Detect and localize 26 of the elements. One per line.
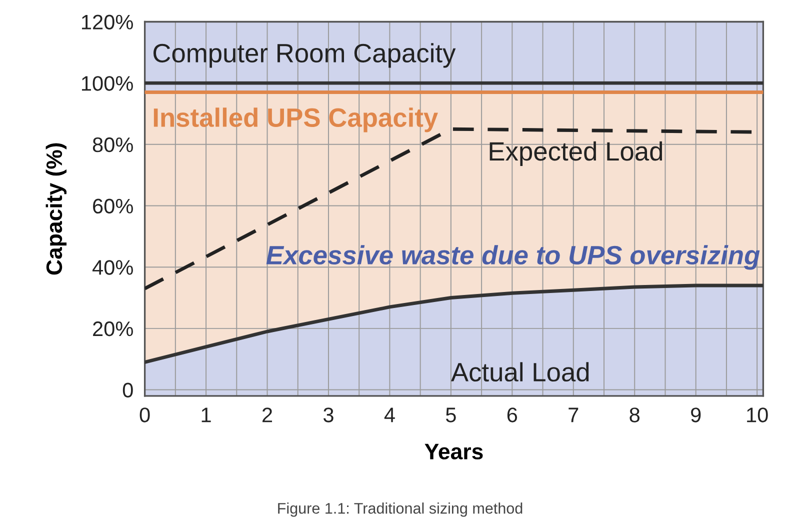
annotation: Excessive waste due to UPS oversizing [266, 245, 760, 270]
x-tick-label: 7 [568, 408, 578, 422]
y-axis-title: Capacity (%) [46, 143, 67, 275]
caption: Figure 1.1: Traditional sizing method [278, 502, 522, 517]
x-tick-label: 5 [446, 408, 456, 422]
x-tick-label: 1 [202, 408, 211, 422]
x-tick-label: 9 [691, 408, 701, 422]
x-tick-label: 8 [630, 408, 640, 422]
x-tick-label: 0 [140, 408, 150, 422]
series-label: Computer Room Capacity [153, 43, 456, 68]
line-series [144, 284, 764, 364]
series-label: Expected Load [490, 141, 662, 166]
y-tick-label: 60% [93, 198, 133, 214]
y-tick-label: 0 [122, 382, 133, 398]
x-axis-title: Years [424, 444, 483, 460]
y-tick-label: 100% [82, 76, 133, 91]
x-tick-label: 6 [507, 408, 518, 422]
x-tick-label: 3 [323, 408, 334, 422]
text: Actual Load [450, 362, 589, 382]
y-tick-label: 120% [82, 14, 133, 30]
y-tick-label: 40% [92, 260, 133, 275]
x-tick-label: 2 [262, 408, 272, 422]
x-tick-label: 10 [747, 408, 768, 422]
y-tick-label: 80% [92, 137, 133, 152]
y-tick-label: 20% [93, 321, 133, 336]
x-tick-label: 4 [384, 408, 395, 422]
